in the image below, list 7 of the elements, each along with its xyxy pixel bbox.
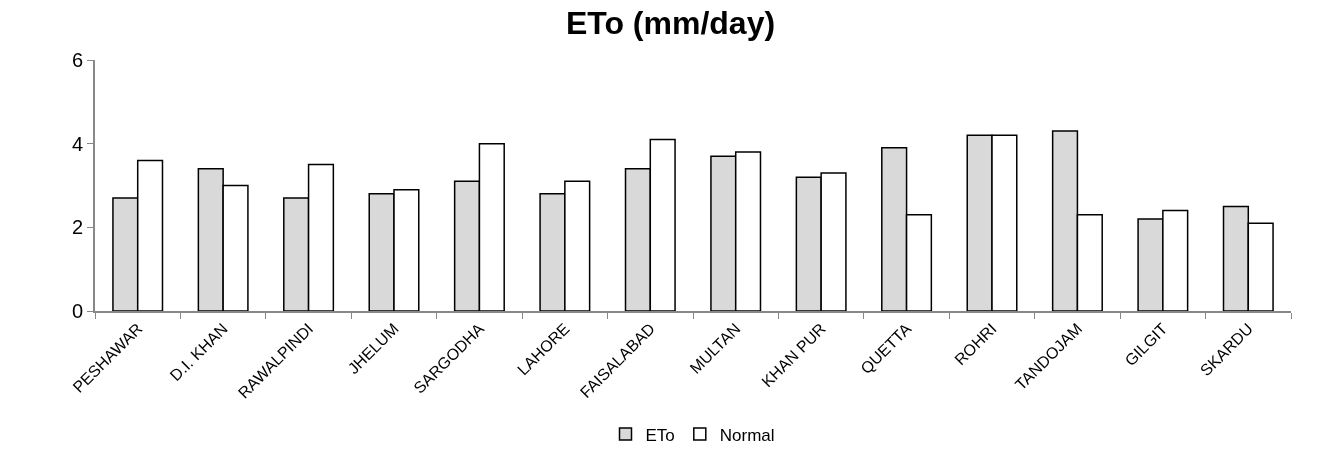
y-tick-label: 2 [71, 216, 83, 239]
chart-title: ETo (mm/day) [565, 5, 776, 42]
y-tick-label: 6 [71, 49, 83, 71]
y-tick-label: 4 [71, 132, 83, 155]
legend-label: Normal [719, 425, 775, 445]
y-tick-label: 0 [71, 300, 83, 322]
legend-label: ETo [645, 425, 675, 445]
